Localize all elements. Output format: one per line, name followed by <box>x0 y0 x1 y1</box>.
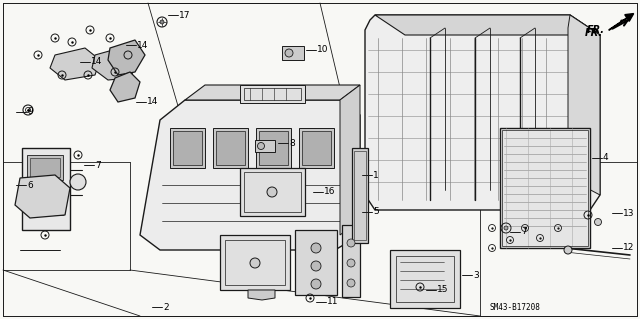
Polygon shape <box>185 85 360 100</box>
Circle shape <box>311 261 321 271</box>
Bar <box>170 128 205 168</box>
Text: FR.: FR. <box>587 25 605 35</box>
Bar <box>30 158 60 177</box>
Bar <box>352 148 368 243</box>
Bar <box>282 46 304 60</box>
Bar <box>216 131 245 165</box>
Bar <box>295 230 337 295</box>
Circle shape <box>160 20 164 24</box>
Bar <box>342 225 360 297</box>
Text: 8: 8 <box>289 138 295 147</box>
Polygon shape <box>50 48 100 80</box>
Circle shape <box>347 279 355 287</box>
Circle shape <box>257 143 264 150</box>
Polygon shape <box>92 48 138 80</box>
Polygon shape <box>140 100 360 250</box>
Bar <box>299 128 334 168</box>
Polygon shape <box>110 72 140 102</box>
Text: 12: 12 <box>623 243 634 253</box>
Bar <box>240 168 305 216</box>
Text: 7: 7 <box>95 160 100 169</box>
Bar <box>240 85 305 103</box>
Text: 6: 6 <box>27 181 33 189</box>
Bar <box>502 130 588 246</box>
Text: 17: 17 <box>179 11 191 19</box>
Circle shape <box>504 226 508 230</box>
Text: 16: 16 <box>324 188 335 197</box>
Bar <box>256 128 291 168</box>
Polygon shape <box>22 148 70 230</box>
Text: 1: 1 <box>373 170 379 180</box>
Circle shape <box>285 49 293 57</box>
Text: 14: 14 <box>147 98 158 107</box>
Bar <box>27 155 63 180</box>
Text: 13: 13 <box>623 209 634 218</box>
Bar <box>259 131 288 165</box>
Polygon shape <box>340 85 360 235</box>
FancyArrow shape <box>609 14 634 30</box>
Bar <box>213 128 248 168</box>
Text: SM43-B17208: SM43-B17208 <box>490 303 541 312</box>
Bar <box>27 190 63 215</box>
Bar <box>30 193 60 212</box>
Text: 9: 9 <box>27 108 33 116</box>
Circle shape <box>267 187 277 197</box>
Text: 10: 10 <box>317 46 328 55</box>
Text: 14: 14 <box>137 41 148 49</box>
Polygon shape <box>108 40 145 75</box>
Circle shape <box>311 243 321 253</box>
Text: 2: 2 <box>163 302 168 311</box>
Text: 11: 11 <box>327 298 339 307</box>
Text: FR.: FR. <box>585 28 603 38</box>
Circle shape <box>595 219 602 226</box>
Circle shape <box>347 239 355 247</box>
Bar <box>354 151 366 240</box>
Bar <box>302 131 331 165</box>
Circle shape <box>564 246 572 254</box>
Bar <box>255 140 275 152</box>
Bar <box>500 128 590 248</box>
Bar <box>225 240 285 285</box>
Text: 7: 7 <box>521 227 527 236</box>
Bar <box>173 131 202 165</box>
Circle shape <box>70 174 86 190</box>
Polygon shape <box>568 15 600 195</box>
Text: 4: 4 <box>603 153 609 162</box>
Circle shape <box>250 258 260 268</box>
Polygon shape <box>375 15 600 35</box>
Text: 15: 15 <box>437 286 449 294</box>
Bar <box>244 172 301 212</box>
Polygon shape <box>248 290 275 300</box>
Bar <box>396 256 454 302</box>
Circle shape <box>347 259 355 267</box>
Text: 5: 5 <box>373 207 379 217</box>
Bar <box>220 235 290 290</box>
Bar <box>390 250 460 308</box>
Bar <box>244 88 301 100</box>
Polygon shape <box>365 15 600 210</box>
Polygon shape <box>15 175 70 218</box>
Circle shape <box>311 279 321 289</box>
Text: 3: 3 <box>473 271 479 279</box>
Text: 14: 14 <box>91 57 102 66</box>
